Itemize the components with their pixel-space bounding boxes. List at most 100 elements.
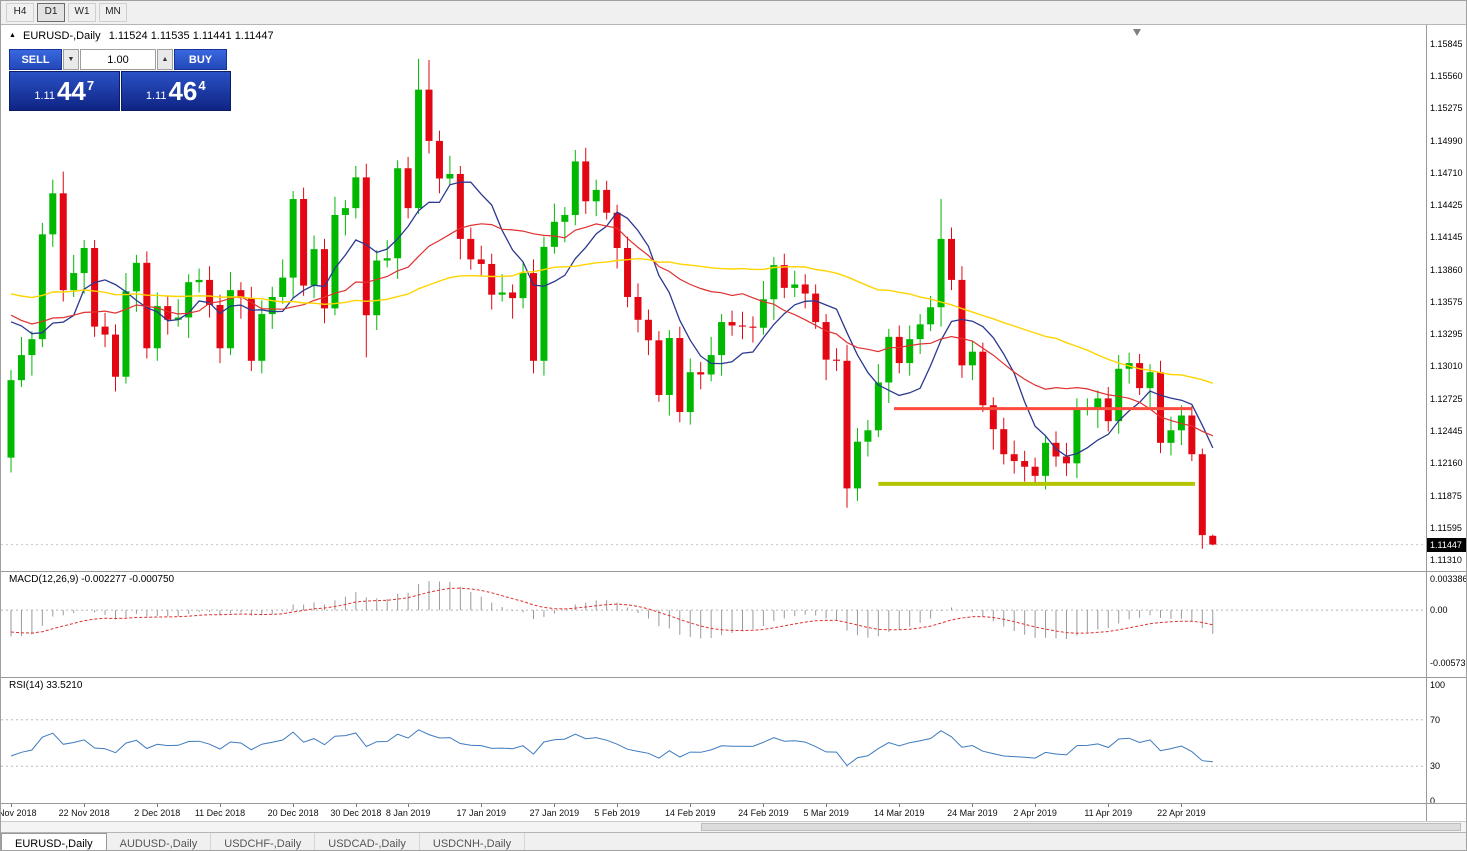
date-tick xyxy=(826,804,828,807)
macd-label: MACD(12,26,9) -0.002277 -0.000750 xyxy=(9,574,175,585)
ma-20-line xyxy=(10,223,1214,437)
rsi-scale-label: 70 xyxy=(1430,714,1441,725)
price-scale-label: 1.12160 xyxy=(1430,458,1463,469)
price-scale-label: 1.13860 xyxy=(1430,264,1463,275)
rsi-scale-label: 0 xyxy=(1430,796,1436,806)
rsi-panel: RSI(14) 33.5210 xyxy=(1,678,1428,803)
date-label: 17 Jan 2019 xyxy=(456,808,507,818)
price-scale-label: 1.11595 xyxy=(1430,522,1462,533)
price-scale-label: 1.13295 xyxy=(1430,329,1463,340)
price-scale-label: 1.11310 xyxy=(1430,555,1462,566)
macd-signal-line xyxy=(10,587,1213,634)
price-scale-label: 1.14145 xyxy=(1430,232,1463,243)
chevron-down-icon: ▼ xyxy=(67,56,75,63)
date-tick xyxy=(157,804,159,807)
price-chart-canvas[interactable] xyxy=(1,25,1428,571)
date-label: 2 Apr 2019 xyxy=(1013,808,1057,818)
macd-canvas[interactable] xyxy=(1,572,1428,677)
macd-panel: MACD(12,26,9) -0.002277 -0.000750 xyxy=(1,572,1428,677)
date-tick xyxy=(481,804,483,807)
volume-decrease-button[interactable]: ▼ xyxy=(63,49,79,70)
symbol-tab-eurusd-daily[interactable]: EURUSD-,Daily xyxy=(1,833,107,850)
timeframe-button-w1[interactable]: W1 xyxy=(68,3,96,22)
buy-price-display[interactable]: 1.11 46 4 xyxy=(120,71,231,111)
chart-symbol-label: EURUSD-,Daily xyxy=(23,30,101,42)
date-tick xyxy=(690,804,692,807)
date-tick xyxy=(11,804,12,807)
date-tick xyxy=(899,804,901,807)
rsi-label: RSI(14) 33.5210 xyxy=(9,680,83,691)
macd-scale-label: -0.005737 xyxy=(1430,658,1467,668)
date-label: 27 Jan 2019 xyxy=(529,808,580,818)
current-price-tag: 1.11447 xyxy=(1427,537,1466,552)
symbol-tab-audusd-daily[interactable]: AUDUSD-,Daily xyxy=(107,833,212,850)
date-label: 11 Apr 2019 xyxy=(1084,808,1133,818)
symbol-tab-usdcnh-daily[interactable]: USDCNH-,Daily xyxy=(420,833,526,850)
timeframe-button-mn[interactable]: MN xyxy=(99,3,127,22)
price-scale-label: 1.14710 xyxy=(1430,167,1463,178)
date-label: 22 Nov 2018 xyxy=(58,808,110,818)
buy-button[interactable]: BUY xyxy=(174,49,227,70)
chart-title: ▲ EURUSD-,Daily 1.11524 1.11535 1.11441 … xyxy=(9,30,274,42)
date-label: 24 Mar 2019 xyxy=(947,808,998,818)
sell-price-display[interactable]: 1.11 44 7 xyxy=(9,71,120,111)
date-label: 14 Feb 2019 xyxy=(664,808,716,818)
symbol-tab-bar: EURUSD-,Daily AUDUSD-,Daily USDCHF-,Daily U… xyxy=(1,832,1466,850)
symbol-tab-usdchf-daily[interactable]: USDCHF-,Daily xyxy=(211,833,316,850)
date-label: 20 Dec 2018 xyxy=(267,808,319,818)
timeframe-toolbar: H4 D1 W1 MN xyxy=(1,1,1466,25)
panel-separator[interactable] xyxy=(1,571,1466,572)
price-scale-label: 1.12445 xyxy=(1430,425,1463,436)
date-axis: 13 Nov 2018 22 Nov 2018 2 Dec 2018 11 Dec 2… xyxy=(1,804,1428,821)
axis-divider xyxy=(1,821,1466,822)
date-label: 5 Feb 2019 xyxy=(594,808,640,818)
date-tick xyxy=(293,804,295,807)
one-click-trading-panel: SELL ▼ ▲ BUY 1.11 44 7 1.11 46 xyxy=(9,49,231,111)
timeframe-button-h4[interactable]: H4 xyxy=(6,3,34,22)
date-label: 11 Dec 2018 xyxy=(194,808,246,818)
rsi-canvas[interactable] xyxy=(1,678,1428,803)
chart-shift-marker[interactable] xyxy=(1133,29,1141,36)
macd-scale-label: 0.003386 xyxy=(1430,574,1467,584)
price-scale-label: 1.14425 xyxy=(1430,200,1463,211)
sell-button[interactable]: SELL xyxy=(9,49,62,70)
date-tick xyxy=(1108,804,1110,807)
price-scale-label: 1.15845 xyxy=(1430,38,1463,49)
ma-50-line xyxy=(10,257,1214,384)
panel-separator xyxy=(1,803,1466,804)
volume-increase-button[interactable]: ▲ xyxy=(157,49,173,70)
date-tick xyxy=(972,804,974,807)
price-scale-label: 1.11875 xyxy=(1430,490,1462,501)
symbol-tab-usdcad-daily[interactable]: USDCAD-,Daily xyxy=(315,833,420,850)
date-tick xyxy=(554,804,556,807)
main-chart-panel: ▲ EURUSD-,Daily 1.11524 1.11535 1.11441 … xyxy=(1,25,1428,571)
horizontal-scrollbar[interactable] xyxy=(1,822,1466,832)
date-label: 8 Jan 2019 xyxy=(385,808,431,818)
rsi-line xyxy=(10,729,1213,767)
date-tick xyxy=(763,804,765,807)
scrollbar-thumb[interactable] xyxy=(701,823,1461,831)
price-scale-label: 1.15275 xyxy=(1430,103,1463,114)
date-label: 2 Dec 2018 xyxy=(134,808,181,818)
rsi-scale-label: 100 xyxy=(1430,680,1446,690)
date-label: 30 Dec 2018 xyxy=(330,808,382,818)
sell-price-prefix: 1.11 xyxy=(34,89,55,102)
chart-collapse-icon[interactable]: ▲ xyxy=(9,32,16,39)
buy-price-sup: 4 xyxy=(198,77,206,93)
price-scale-label: 1.13575 xyxy=(1430,297,1463,308)
price-scale-label: 1.14990 xyxy=(1430,135,1463,146)
volume-input[interactable] xyxy=(80,49,156,70)
timeframe-button-d1[interactable]: D1 xyxy=(37,3,65,22)
macd-scale-label: 0.00 xyxy=(1430,605,1448,616)
date-tick xyxy=(355,804,357,807)
candles xyxy=(7,58,1217,549)
date-label: 5 Mar 2019 xyxy=(803,808,849,818)
ma-8-line xyxy=(10,181,1214,457)
panel-separator[interactable] xyxy=(1,677,1466,678)
price-scale-label: 1.13010 xyxy=(1430,361,1463,372)
date-tick xyxy=(1035,804,1037,807)
price-scale-label: 1.15560 xyxy=(1430,70,1463,81)
date-tick xyxy=(617,804,619,807)
date-tick xyxy=(408,804,410,807)
